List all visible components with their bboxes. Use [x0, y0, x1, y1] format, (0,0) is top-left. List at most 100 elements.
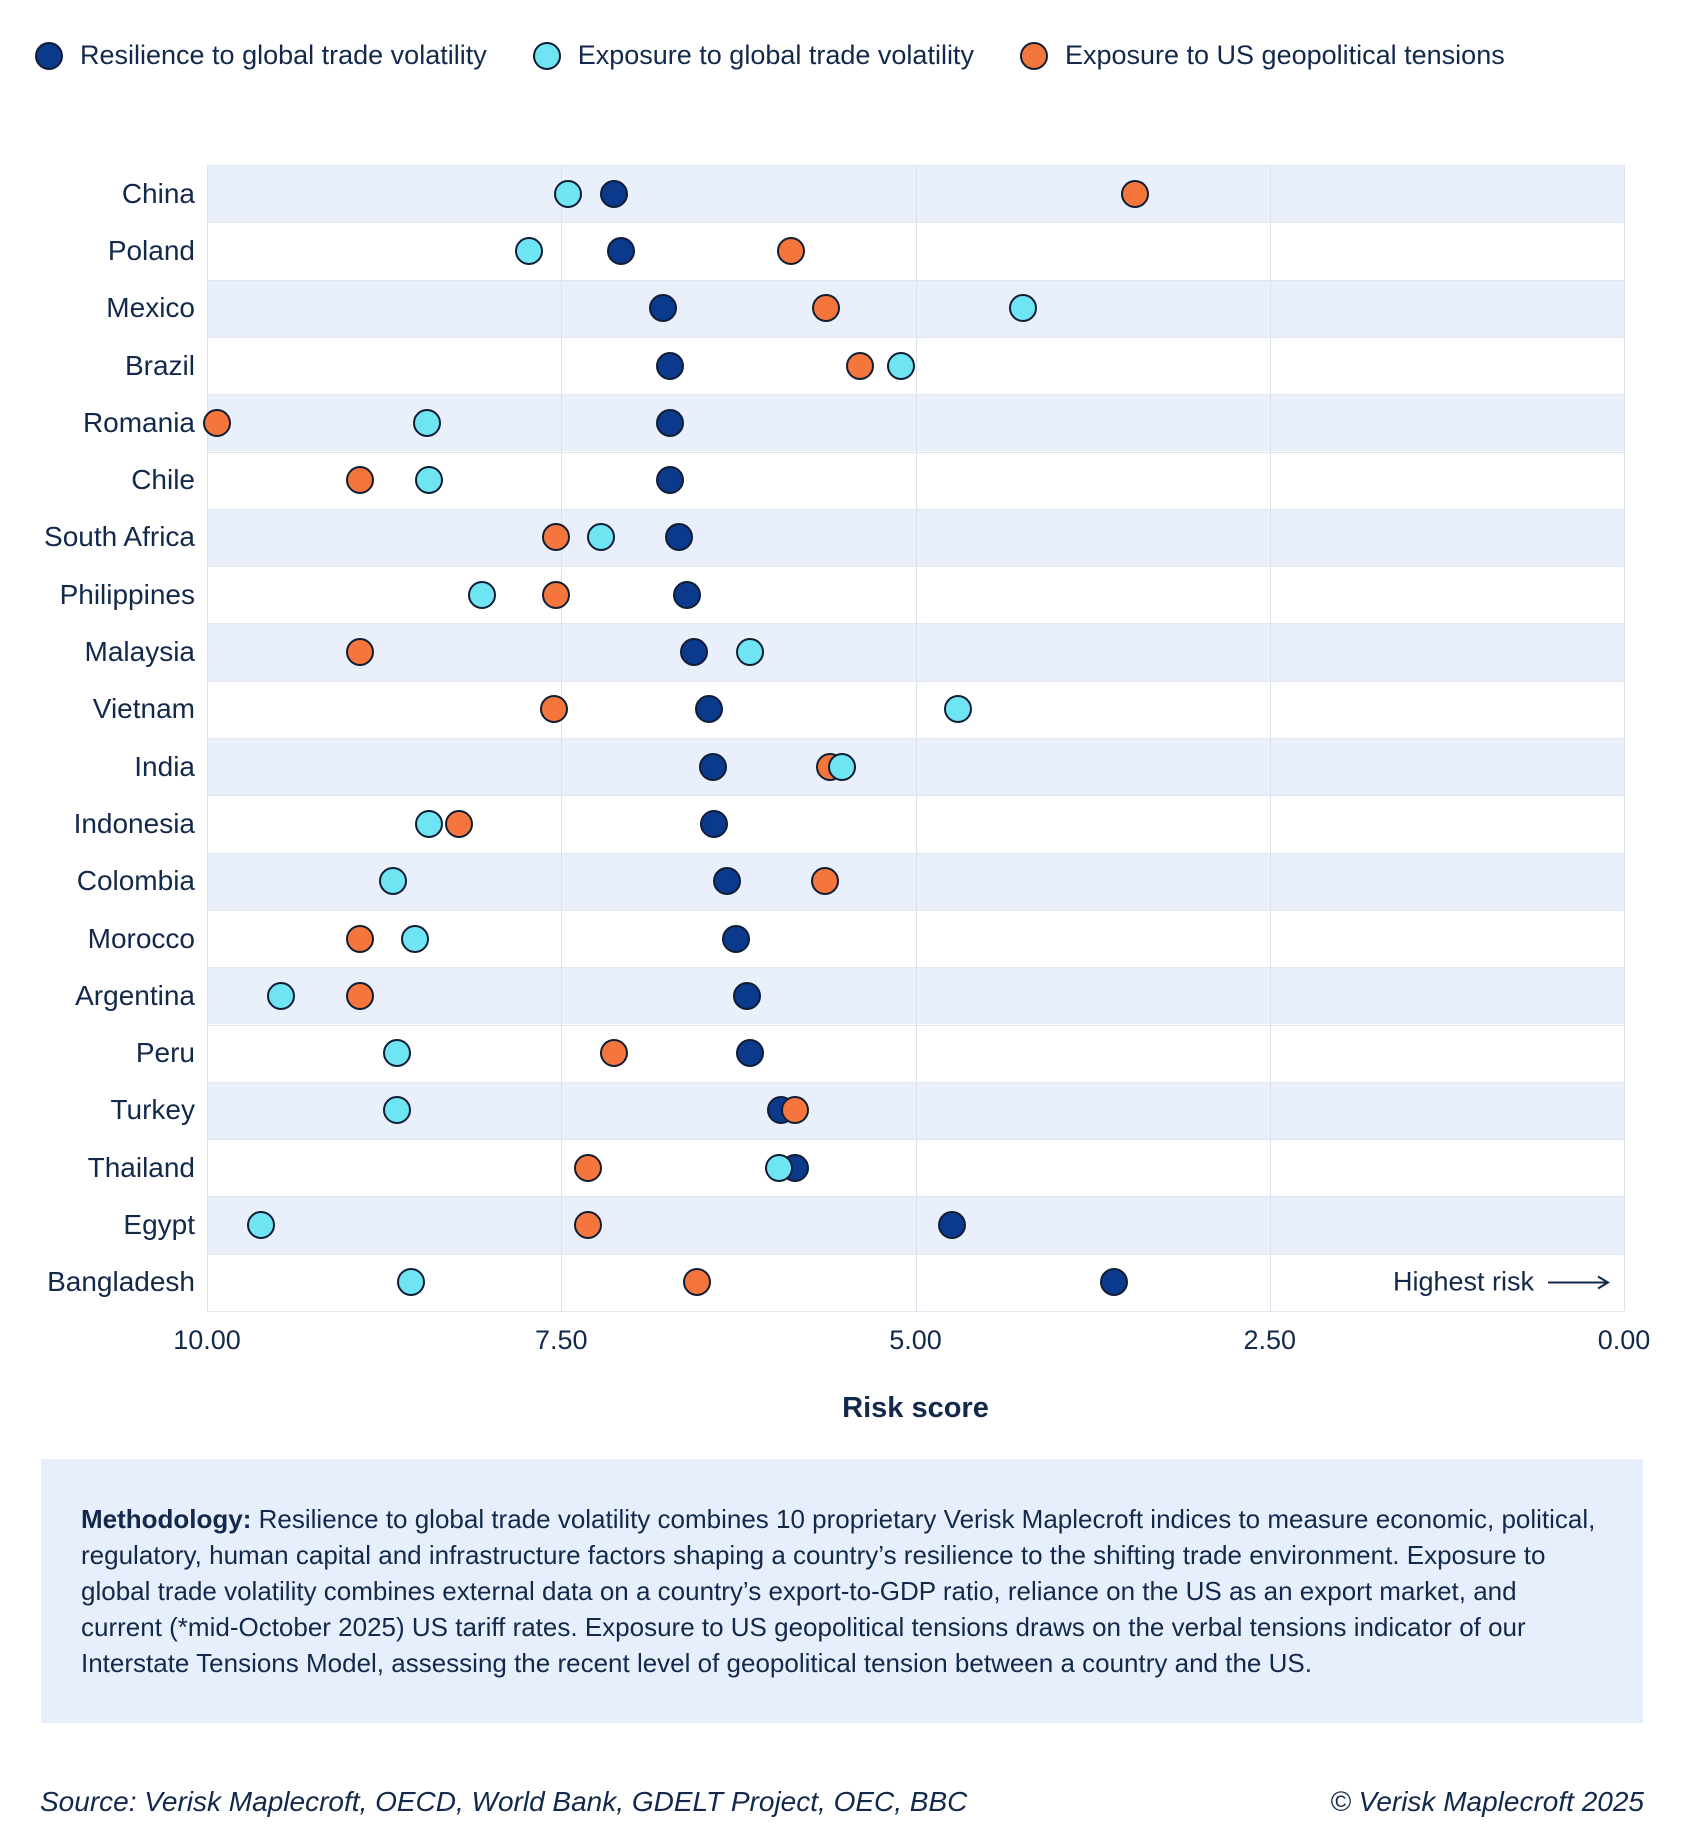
chart-row-indonesia: Indonesia [0, 795, 1684, 852]
dot-resilience [664, 523, 693, 552]
dot-exposure-us [541, 523, 570, 552]
country-label: China [121, 177, 195, 209]
x-axis-ticks: 10.00 7.50 5.00 2.50 0.00 [173, 1325, 1650, 1359]
row-band [207, 623, 1624, 681]
chart-rows: China Poland Mexico Brazil Romania Chile South… [0, 165, 1684, 1311]
legend-item-resilience: Resilience to global trade volatility [35, 40, 487, 71]
legend-label-resilience: Resilience to global trade volatility [80, 40, 487, 70]
dot-exposure-trade [415, 809, 444, 838]
dot-exposure-trade [827, 752, 856, 781]
dot-exposure-trade [765, 1153, 794, 1182]
country-label: Malaysia [84, 636, 195, 668]
country-label: Brazil [124, 349, 195, 381]
row-band [207, 737, 1624, 796]
dot-exposure-us [810, 867, 839, 896]
row-band [207, 566, 1624, 623]
dot-exposure-us [846, 351, 875, 380]
dot-resilience [680, 638, 709, 667]
dot-resilience [735, 1039, 764, 1068]
dot-exposure-us [683, 1268, 712, 1297]
country-label: Turkey [110, 1094, 195, 1126]
country-label: Mexico [106, 292, 195, 324]
dot-exposure-us [445, 809, 474, 838]
dot-exposure-us [812, 294, 841, 323]
dot-exposure-us [346, 638, 375, 667]
chart-row-peru: Peru [0, 1024, 1684, 1081]
dot-exposure-trade [735, 638, 764, 667]
chart-row-malaysia: Malaysia [0, 623, 1684, 681]
resilience-dot-icon [35, 41, 63, 70]
risk-score-dot-plot: China Poland Mexico Brazil Romania Chile South… [0, 165, 1684, 1312]
dot-resilience [700, 809, 729, 838]
exposure-trade-dot-icon [532, 41, 561, 70]
country-label: Chile [131, 464, 195, 496]
legend-item-exposure-trade: Exposure to global trade volatility [532, 40, 974, 71]
dot-exposure-trade [467, 580, 496, 609]
row-band [207, 1254, 1624, 1311]
row-band [207, 451, 1624, 508]
methodology-text: Resilience to global trade volatility co… [81, 1504, 1596, 1678]
country-label: Vietnam [92, 693, 195, 725]
country-label: Egypt [123, 1208, 195, 1240]
legend-label-exposure-us: Exposure to US geopolitical tensions [1064, 40, 1505, 70]
x-tick-label: 10.00 [173, 1325, 241, 1355]
country-label: Argentina [75, 979, 195, 1011]
dot-exposure-us [599, 1039, 628, 1068]
dot-resilience [698, 752, 727, 781]
country-label: India [134, 750, 195, 782]
source-attribution: Source: Verisk Maplecroft, OECD, World B… [40, 1786, 968, 1817]
row-band [207, 910, 1624, 967]
dot-resilience [1099, 1268, 1128, 1297]
dot-exposure-trade [382, 1096, 411, 1125]
country-label: Colombia [76, 865, 195, 897]
chart-row-south-africa: South Africa [0, 508, 1684, 567]
row-band [207, 165, 1624, 223]
dot-exposure-us [781, 1096, 810, 1125]
legend-item-exposure-us: Exposure to US geopolitical tensions [1019, 40, 1505, 71]
exposure-us-dot-icon [1019, 41, 1048, 70]
dot-exposure-trade [382, 1039, 411, 1068]
row-band [207, 222, 1624, 279]
chart-row-bangladesh: Bangladesh [0, 1254, 1684, 1311]
x-tick-label: 7.50 [534, 1325, 588, 1355]
country-label: Morocco [87, 922, 195, 954]
dot-exposure-trade [944, 695, 972, 724]
chart-row-argentina: Argentina [0, 967, 1684, 1025]
dot-exposure-us [1121, 179, 1150, 208]
highest-risk-label: Highest risk [1392, 1266, 1534, 1297]
dot-exposure-trade [397, 1268, 426, 1297]
dot-exposure-us [346, 981, 375, 1010]
chart-row-chile: Chile [0, 451, 1684, 508]
dot-exposure-us [540, 695, 569, 724]
methodology-box: Methodology: Resilience to global trade … [41, 1459, 1643, 1723]
dot-exposure-trade [401, 924, 430, 953]
row-band [207, 852, 1624, 910]
dot-resilience [656, 466, 685, 495]
row-band [207, 508, 1624, 567]
row-band [207, 681, 1624, 738]
chart-row-philippines: Philippines [0, 566, 1684, 623]
dot-exposure-us [574, 1153, 603, 1182]
row-band [207, 1139, 1624, 1196]
country-label: Philippines [59, 578, 195, 610]
chart-row-morocco: Morocco [0, 910, 1684, 967]
x-axis-title: Risk score [842, 1392, 989, 1424]
dot-exposure-trade [378, 867, 407, 896]
dot-resilience [732, 981, 761, 1010]
dot-exposure-us [346, 924, 375, 953]
right-arrow-icon [1548, 1275, 1610, 1289]
row-band [207, 795, 1624, 852]
dot-resilience [656, 351, 685, 380]
horizontal-gridline [207, 1311, 1624, 1312]
dot-exposure-us [541, 580, 570, 609]
chart-row-egypt: Egypt [0, 1196, 1684, 1254]
chart-row-turkey: Turkey [0, 1081, 1684, 1140]
chart-row-brazil: Brazil [0, 337, 1684, 394]
methodology-label: Methodology: [81, 1504, 252, 1534]
dot-resilience [599, 179, 628, 208]
country-label: Thailand [87, 1151, 195, 1183]
country-label: Romania [82, 406, 195, 438]
x-tick-label: 2.50 [1243, 1325, 1297, 1355]
x-tick-label: 0.00 [1597, 1325, 1651, 1355]
chart-row-colombia: Colombia [0, 852, 1684, 910]
